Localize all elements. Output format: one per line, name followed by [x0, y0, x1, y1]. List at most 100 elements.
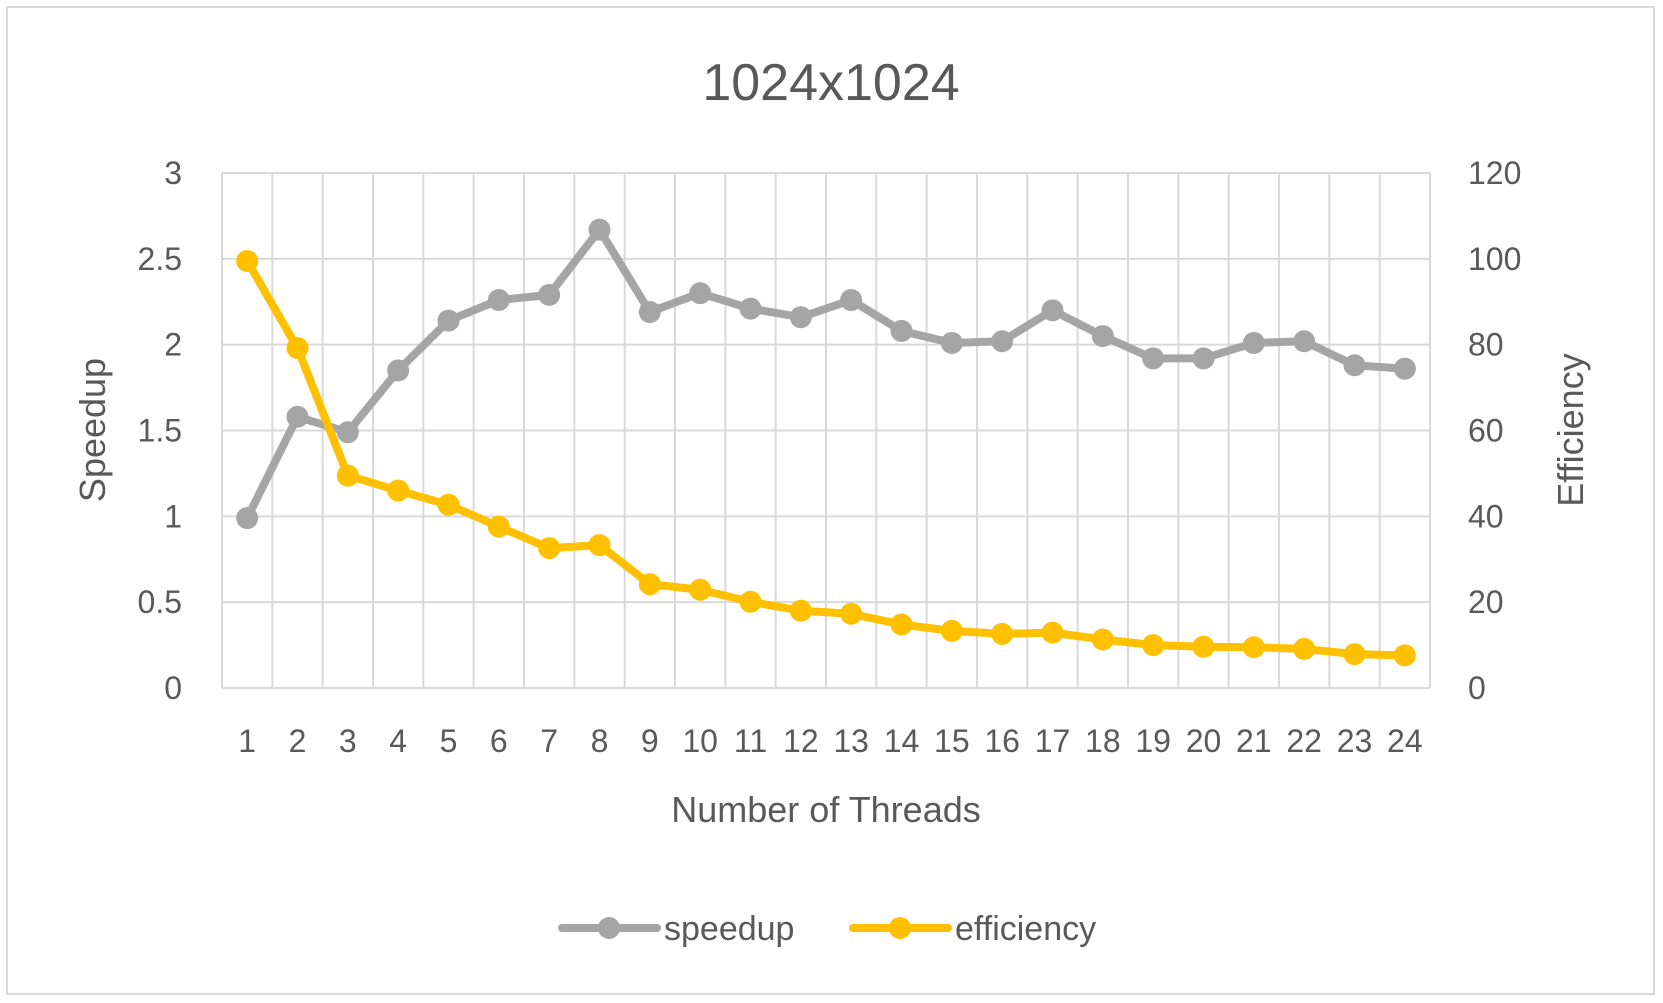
x-axis-label: Number of Threads	[671, 789, 980, 830]
x-tick-label: 16	[984, 723, 1020, 759]
efficiency-point	[689, 578, 712, 601]
speedup-point	[1242, 331, 1265, 354]
chart-title: 1024x1024	[702, 54, 959, 112]
x-tick-label: 9	[641, 723, 659, 759]
y-tick-label: 1.5	[138, 413, 182, 449]
y-axis-ticks: 0 0.5 1 1.5 2 2.5 3	[138, 155, 182, 706]
x-tick-label: 18	[1085, 723, 1121, 759]
series-layer	[236, 218, 1416, 667]
x-tick-label: 1	[238, 723, 256, 759]
y2-tick-label: 80	[1468, 327, 1504, 363]
speedup-series	[236, 218, 1416, 530]
y-tick-label: 3	[164, 155, 182, 191]
legend-item-speedup: speedup	[558, 910, 794, 948]
y-tick-label: 2	[164, 327, 182, 363]
y2-tick-label: 100	[1468, 241, 1521, 277]
x-tick-label: 11	[734, 723, 767, 759]
efficiency-point	[286, 337, 309, 360]
speedup-point	[487, 289, 510, 312]
efficiency-point	[437, 493, 460, 516]
legend-label: efficiency	[955, 910, 1096, 948]
x-axis-ticks: 1 2 3 4 5 6 7 8 9 10 11 12 13 14 15 16 17 18 19 20 21 22 23 24	[238, 723, 1422, 759]
efficiency-point	[1242, 636, 1265, 659]
speedup-point	[1393, 357, 1416, 380]
x-tick-label: 14	[884, 723, 920, 759]
x-tick-label: 8	[591, 723, 609, 759]
speedup-point	[387, 359, 410, 382]
y-axis-label: Speedup	[72, 358, 113, 502]
x-tick-label: 6	[490, 723, 508, 759]
speedup-point	[1091, 325, 1114, 348]
x-tick-label: 10	[682, 723, 718, 759]
y2-tick-label: 0	[1468, 670, 1486, 706]
speedup-point	[991, 330, 1014, 353]
efficiency-point	[336, 464, 359, 487]
efficiency-point	[1343, 643, 1366, 666]
efficiency-point	[1091, 628, 1114, 651]
speedup-point	[336, 421, 359, 444]
speedup-point	[940, 331, 963, 354]
x-tick-label: 21	[1236, 723, 1272, 759]
x-tick-label: 24	[1387, 723, 1423, 759]
efficiency-point	[1192, 635, 1215, 658]
efficiency-point	[236, 249, 259, 272]
speedup-point	[739, 297, 762, 320]
y-tick-label: 2.5	[138, 241, 182, 277]
efficiency-point	[840, 602, 863, 625]
efficiency-point	[1393, 644, 1416, 667]
x-tick-label: 22	[1286, 723, 1322, 759]
efficiency-point	[991, 622, 1014, 645]
x-tick-label: 5	[440, 723, 458, 759]
grid	[221, 172, 1431, 689]
legend: speedup efficiency	[558, 910, 1096, 948]
x-tick-label: 4	[389, 723, 407, 759]
speedup-point	[1142, 347, 1165, 370]
efficiency-point	[1293, 637, 1316, 660]
speedup-point	[1293, 330, 1316, 353]
x-tick-label: 2	[289, 723, 307, 759]
efficiency-point	[940, 619, 963, 642]
x-tick-label: 13	[833, 723, 869, 759]
speedup-point	[588, 218, 611, 241]
speedup-point	[286, 405, 309, 428]
efficiency-point	[487, 515, 510, 538]
speedup-point	[638, 301, 661, 324]
legend-swatch-marker	[598, 917, 620, 939]
x-tick-label: 3	[339, 723, 357, 759]
x-tick-label: 23	[1337, 723, 1373, 759]
speedup-point	[236, 507, 259, 530]
x-tick-label: 7	[540, 723, 558, 759]
efficiency-series	[236, 249, 1416, 667]
y2-tick-label: 120	[1468, 155, 1521, 191]
efficiency-point	[538, 537, 561, 560]
efficiency-point	[789, 599, 812, 622]
speedup-point	[840, 289, 863, 312]
efficiency-point	[1041, 621, 1064, 644]
y-tick-label: 0	[164, 670, 182, 706]
x-tick-label: 15	[934, 723, 970, 759]
speedup-point	[1041, 299, 1064, 322]
y2-tick-label: 60	[1468, 413, 1504, 449]
legend-label: speedup	[664, 910, 794, 948]
y2-tick-label: 20	[1468, 584, 1504, 620]
speedup-point	[1192, 347, 1215, 370]
y2-axis-ticks: 0 20 40 60 80 100 120	[1468, 155, 1521, 706]
y2-axis-label: Efficiency	[1550, 353, 1591, 506]
x-tick-label: 17	[1035, 723, 1071, 759]
speedup-point	[437, 309, 460, 332]
efficiency-point	[588, 534, 611, 557]
efficiency-point	[387, 479, 410, 502]
x-tick-label: 20	[1186, 723, 1222, 759]
efficiency-point	[739, 590, 762, 613]
y-tick-label: 0.5	[138, 584, 182, 620]
speedup-point	[1343, 354, 1366, 377]
speedup-point	[890, 319, 913, 342]
speedup-point	[538, 283, 561, 306]
x-tick-label: 19	[1135, 723, 1171, 759]
efficiency-point	[1142, 634, 1165, 657]
speedup-point	[789, 306, 812, 329]
efficiency-point	[890, 613, 913, 636]
y-tick-label: 1	[164, 498, 182, 534]
legend-swatch-marker	[889, 917, 911, 939]
